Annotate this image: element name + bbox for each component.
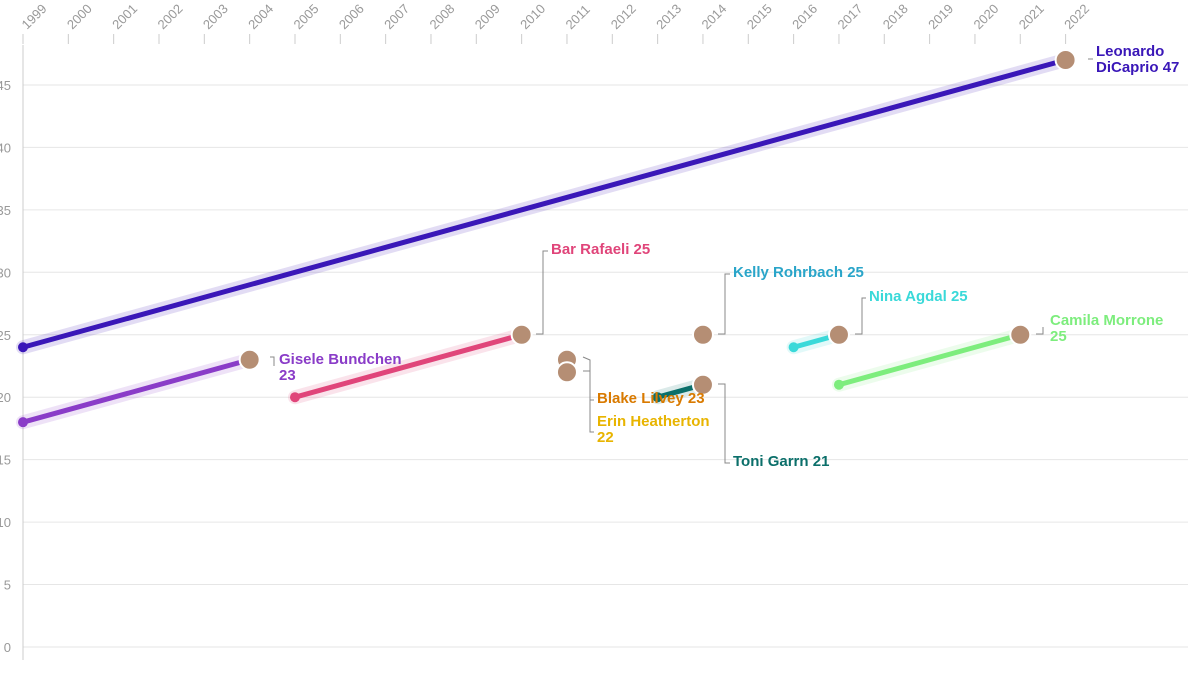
- leader-line: [718, 383, 730, 464]
- avatar: [555, 361, 578, 384]
- series-name: Leonardo DiCaprio: [1096, 43, 1165, 76]
- x-tick-label: 2012: [608, 1, 639, 32]
- series-label: Nina Agdal 25: [869, 289, 999, 305]
- value-label: 21: [812, 453, 830, 470]
- x-tick-label: 1999: [19, 1, 50, 32]
- series-name: Kelly Rohrbach: [733, 264, 844, 281]
- series-name: Gisele Bundchen: [279, 351, 402, 368]
- x-tick-label: 2020: [970, 1, 1001, 32]
- series-line: [292, 332, 525, 400]
- x-tick-label: 2000: [64, 1, 95, 32]
- y-tick-label: 10: [0, 515, 11, 530]
- x-tick-label: 2017: [834, 1, 865, 32]
- x-tick-label: 2022: [1061, 1, 1092, 32]
- avatar: [1009, 323, 1032, 346]
- x-tick-label: 2015: [744, 1, 775, 32]
- y-tick-label: 30: [0, 265, 11, 280]
- series-label: Blake Lilvey 23: [597, 391, 727, 407]
- series-label: Bar Rafaeli 25: [551, 242, 681, 258]
- y-tick-label: 45: [0, 78, 11, 93]
- x-tick-label: 2011: [562, 2, 592, 32]
- value-label: 25: [633, 241, 651, 258]
- series-line: [20, 57, 1069, 350]
- series-label: Camila Morrone 25: [1050, 313, 1180, 345]
- series-name: Erin Heatherton: [597, 413, 710, 430]
- leader-line: [270, 356, 275, 366]
- avatar: [691, 373, 714, 396]
- value-label: 25: [847, 264, 864, 281]
- x-tick-label: 2003: [200, 1, 231, 32]
- y-tick-label: 5: [4, 578, 11, 593]
- x-tick-label: 2007: [381, 1, 412, 32]
- start-point: [788, 342, 799, 353]
- value-label: 47: [1162, 59, 1180, 76]
- series-name: Blake Lilvey: [597, 390, 684, 407]
- x-tick-label: 2016: [789, 1, 820, 32]
- leader-line: [855, 297, 866, 335]
- value-label: 23: [687, 390, 705, 407]
- start-point: [18, 417, 28, 428]
- x-tick-label: 2006: [336, 1, 367, 32]
- value-label: 25: [1050, 328, 1067, 345]
- series-name: Nina Agdal: [869, 288, 947, 305]
- leader-line: [1036, 327, 1044, 335]
- x-tick-label: 2002: [155, 1, 186, 32]
- start-point: [833, 379, 844, 390]
- y-tick-label: 15: [0, 453, 11, 468]
- x-tick-label: 2018: [880, 1, 911, 32]
- start-point: [18, 342, 28, 353]
- leader-line: [582, 356, 594, 401]
- x-tick-label: 2021: [1016, 1, 1047, 32]
- series-label: Kelly Rohrbach 25: [733, 265, 873, 281]
- series-line: [836, 332, 1023, 388]
- x-tick-label: 2019: [925, 1, 956, 32]
- value-label: 25: [950, 288, 968, 305]
- y-tick-label: 35: [0, 203, 11, 218]
- leader-line: [718, 273, 730, 335]
- series-label: Toni Garrn 21: [733, 454, 863, 470]
- x-tick-label: 2009: [472, 1, 503, 32]
- x-tick-label: 2005: [290, 1, 321, 32]
- series-label: Leonardo DiCaprio 47: [1096, 44, 1191, 76]
- x-tick-label: 2004: [245, 1, 276, 32]
- start-point: [289, 392, 300, 403]
- series-label: Erin Heatherton 22: [597, 414, 722, 446]
- series-name: Bar Rafaeli: [551, 241, 630, 258]
- y-tick-label: 0: [4, 640, 11, 655]
- leader-line: [583, 370, 594, 433]
- value-label: 23: [279, 367, 296, 384]
- x-tick-label: 2013: [653, 1, 684, 32]
- series-line: [20, 357, 253, 425]
- value-label: 22: [597, 429, 614, 446]
- avatar: [691, 323, 714, 346]
- series-name: Toni Garrn: [733, 453, 809, 470]
- x-tick-label: 2014: [698, 1, 729, 32]
- avatar: [238, 348, 261, 371]
- y-tick-label: 25: [0, 328, 11, 343]
- x-tick-label: 2010: [517, 1, 548, 32]
- x-tick-label: 2008: [426, 1, 457, 32]
- series-label: Gisele Bundchen 23: [279, 352, 409, 384]
- leader-line: [536, 250, 548, 335]
- y-tick-label: 40: [0, 140, 11, 155]
- y-tick-label: 20: [0, 390, 11, 405]
- avatar: [510, 323, 533, 346]
- start-point: [652, 392, 663, 403]
- x-tick-label: 2001: [109, 1, 140, 32]
- series-name: Camila Morrone: [1050, 312, 1164, 329]
- avatar: [1054, 48, 1077, 71]
- avatar: [827, 323, 850, 346]
